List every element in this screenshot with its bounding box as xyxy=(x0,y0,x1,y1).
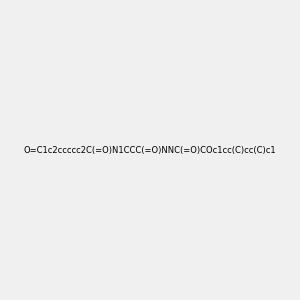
Text: O=C1c2ccccc2C(=O)N1CCC(=O)NNC(=O)COc1cc(C)cc(C)c1: O=C1c2ccccc2C(=O)N1CCC(=O)NNC(=O)COc1cc(… xyxy=(24,146,276,154)
